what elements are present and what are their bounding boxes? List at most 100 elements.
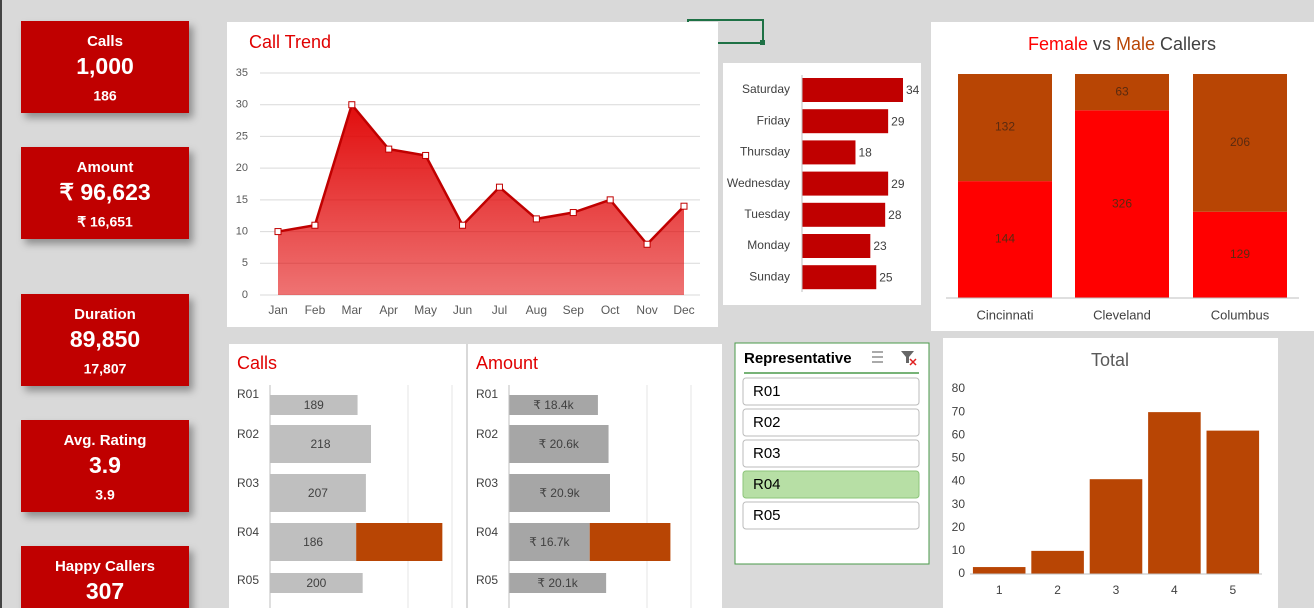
- point-marker: [569, 209, 577, 217]
- y-tick-label: 20: [236, 162, 248, 174]
- y-tick-label: R02: [237, 427, 259, 441]
- x-tick-label: Sep: [563, 303, 585, 317]
- x-tick-label: Mar: [341, 303, 362, 317]
- y-tick-label: 10: [236, 225, 248, 237]
- data-label: 29: [891, 177, 905, 191]
- y-tick-label: R05: [476, 573, 498, 587]
- x-tick-label: 1: [996, 583, 1003, 597]
- point-marker: [495, 183, 503, 191]
- slicer-title: Representative: [744, 350, 852, 367]
- y-tick-label: Monday: [747, 238, 790, 252]
- kpi-card: [21, 294, 189, 386]
- legend-entry: Male: [1116, 34, 1155, 54]
- y-tick-label: 15: [236, 194, 248, 206]
- trend-line: [277, 102, 685, 247]
- title-text: vs: [1093, 34, 1111, 54]
- bar: [802, 140, 856, 165]
- slicer-item[interactable]: [742, 501, 920, 530]
- bar: [802, 234, 871, 258]
- y-tick-label: 5: [242, 257, 248, 269]
- data-label: 29: [891, 114, 905, 128]
- legend-entry: Female: [1028, 34, 1088, 54]
- data-label: 186: [303, 535, 323, 549]
- y-tick-label: Wednesday: [727, 176, 790, 190]
- x-tick-label: Jan: [268, 303, 287, 317]
- point-marker: [606, 196, 614, 204]
- y-tick-label: Friday: [757, 113, 790, 127]
- bar: [1206, 430, 1260, 574]
- data-label: 63: [1115, 84, 1129, 98]
- data-label: 206: [1230, 135, 1250, 149]
- kpi-label: Avg. Rating: [64, 432, 147, 449]
- point-marker: [348, 101, 356, 109]
- kpi-label: Calls: [87, 33, 123, 50]
- data-label: 23: [873, 239, 887, 253]
- y-tick-label: 0: [242, 289, 248, 301]
- bar: [509, 395, 598, 415]
- slicer-item-label[interactable]: R03: [753, 445, 781, 462]
- data-label: 129: [1230, 247, 1250, 261]
- y-tick-label: 50: [952, 451, 966, 465]
- bar: [1031, 550, 1084, 574]
- y-tick-label: 40: [952, 474, 966, 488]
- data-label: 207: [308, 486, 328, 500]
- bar: [270, 474, 366, 512]
- x-tick-label: 5: [1229, 583, 1236, 597]
- area-fill: [278, 104, 684, 295]
- bar-segment: [1193, 211, 1287, 298]
- multi-select-icon[interactable]: [872, 351, 883, 363]
- kpi-value: ₹ 96,623: [59, 179, 150, 205]
- y-tick-label: Sunday: [749, 269, 790, 283]
- slicer-item-label[interactable]: R05: [753, 507, 781, 524]
- point-marker: [311, 221, 319, 229]
- data-label: 132: [995, 120, 1015, 134]
- y-tick-label: 30: [236, 99, 248, 111]
- slicer-item-label[interactable]: R04: [753, 476, 781, 493]
- kpi-card: [21, 546, 189, 608]
- clear-filter-icon[interactable]: [901, 351, 917, 366]
- bar: [509, 573, 607, 593]
- y-tick-label: Thursday: [740, 145, 790, 159]
- y-tick-label: 80: [952, 381, 966, 395]
- slicer-item[interactable]: [742, 439, 920, 468]
- y-tick-label: 30: [952, 497, 966, 511]
- x-tick-label: Apr: [379, 303, 398, 317]
- y-tick-label: 25: [236, 130, 248, 142]
- x-tick-label: Nov: [636, 303, 657, 317]
- point-marker: [422, 151, 430, 159]
- kpi-value: 89,850: [70, 326, 140, 352]
- bar-segment: [958, 74, 1052, 182]
- data-label: ₹ 20.9k: [539, 486, 580, 500]
- kpi-card: [21, 420, 189, 512]
- data-label: 326: [1112, 196, 1132, 210]
- bar: [1148, 412, 1201, 574]
- data-label: ₹ 20.1k: [537, 576, 578, 590]
- bar: [802, 265, 877, 290]
- data-label: ₹ 16.7k: [529, 535, 570, 549]
- bar: [509, 474, 610, 512]
- slicer-item[interactable]: [742, 470, 920, 499]
- slicer-item-label[interactable]: R02: [753, 414, 781, 431]
- chart-title: Call Trend: [249, 32, 331, 52]
- slicer-item-label[interactable]: R01: [753, 383, 781, 400]
- data-label: 18: [858, 146, 872, 160]
- kpi-sub: ₹ 16,651: [77, 214, 133, 230]
- bar: [972, 567, 1026, 574]
- y-tick-label: R03: [476, 476, 498, 490]
- y-tick-label: 35: [236, 67, 248, 79]
- slicer-item[interactable]: [742, 408, 920, 437]
- chart-title: Amount: [476, 353, 538, 373]
- bar-segment: [1075, 110, 1169, 298]
- x-tick-label: Columbus: [1211, 307, 1270, 322]
- y-tick-label: R04: [237, 525, 259, 539]
- data-label: ₹ 20.6k: [539, 437, 580, 451]
- point-marker: [385, 145, 393, 153]
- kpi-value: 1,000: [76, 53, 134, 79]
- slicer-item[interactable]: [742, 377, 920, 406]
- y-tick-label: R01: [476, 387, 498, 401]
- title-text: Callers: [1160, 34, 1216, 54]
- kpi-value: 307: [86, 578, 124, 604]
- x-tick-label: 3: [1113, 583, 1120, 597]
- data-label: 34: [906, 83, 920, 97]
- y-tick-label: 0: [958, 566, 965, 580]
